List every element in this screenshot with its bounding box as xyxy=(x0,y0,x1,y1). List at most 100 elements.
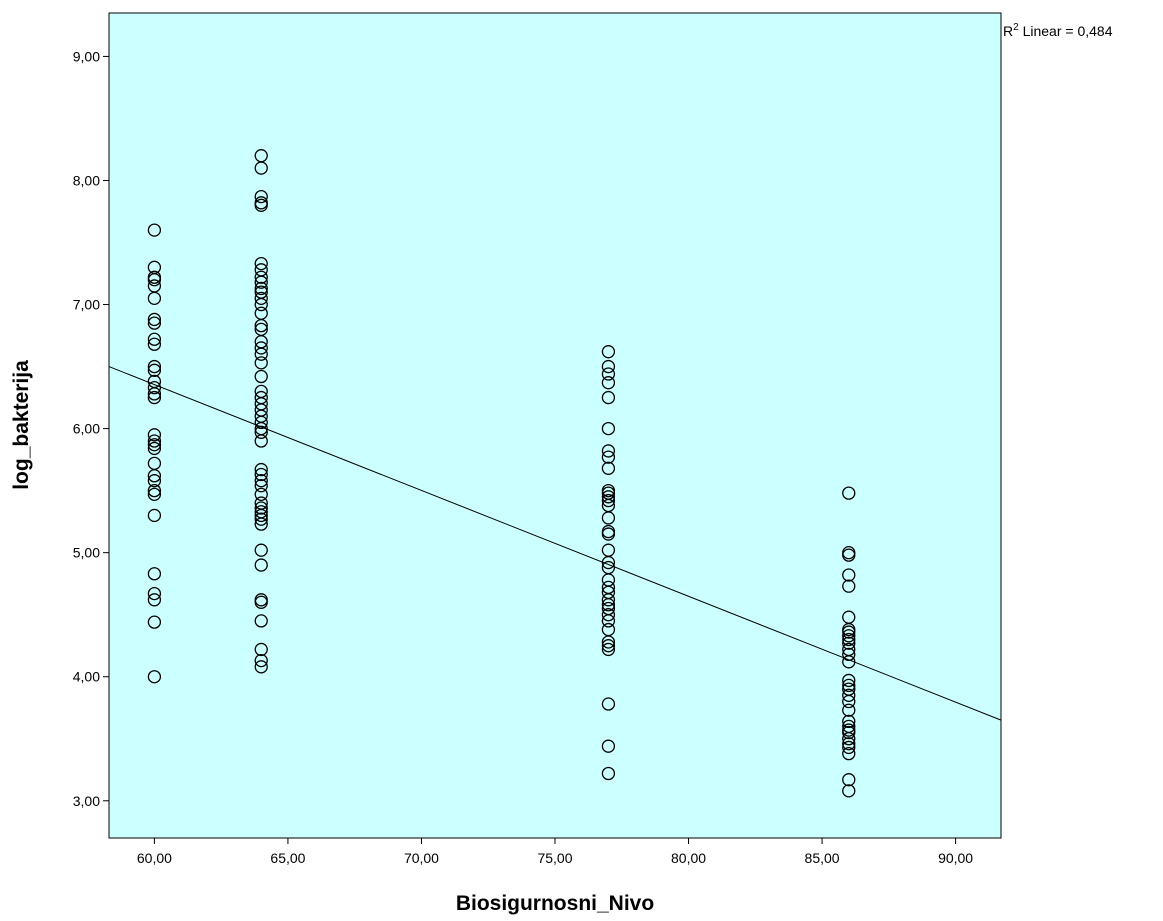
data-point xyxy=(601,635,616,649)
y-tick-label: 4,00 xyxy=(73,669,100,685)
data-point xyxy=(147,434,162,448)
data-point xyxy=(842,694,856,709)
data-point xyxy=(147,387,162,401)
data-point xyxy=(147,586,162,601)
data-point xyxy=(601,461,616,475)
data-point xyxy=(147,363,162,377)
data-point xyxy=(601,490,616,504)
data-point xyxy=(254,642,268,657)
x-tick-label: 60,00 xyxy=(137,850,172,866)
x-tick-label: 65,00 xyxy=(270,850,305,866)
data-point xyxy=(842,688,856,702)
data-point xyxy=(147,273,162,287)
data-point xyxy=(254,543,268,557)
data-point xyxy=(601,493,616,508)
data-point xyxy=(254,356,268,370)
data-point xyxy=(254,517,268,531)
data-point xyxy=(147,469,162,483)
data-point xyxy=(601,639,616,653)
data-point xyxy=(601,555,616,570)
data-point xyxy=(601,697,616,711)
data-point xyxy=(842,714,856,729)
data-point xyxy=(601,608,616,622)
data-point xyxy=(254,297,268,312)
data-point xyxy=(254,653,268,668)
data-point xyxy=(147,312,162,327)
data-point xyxy=(601,345,616,359)
data-point xyxy=(147,428,162,442)
plot-area xyxy=(108,12,1002,839)
data-point xyxy=(147,670,162,684)
data-point xyxy=(254,275,268,289)
data-point xyxy=(842,673,856,688)
data-point xyxy=(842,548,856,562)
data-point xyxy=(254,462,268,477)
y-tick-label: 6,00 xyxy=(73,421,100,437)
data-point xyxy=(601,527,616,541)
data-point xyxy=(147,483,162,498)
data-point xyxy=(842,784,856,798)
data-point xyxy=(254,487,268,502)
data-point xyxy=(254,614,268,628)
r2-label-sup: 2 xyxy=(1013,22,1019,33)
data-point xyxy=(147,390,162,405)
data-point xyxy=(254,467,268,482)
data-point xyxy=(842,636,856,650)
data-point xyxy=(601,421,616,436)
data-point xyxy=(254,501,268,515)
data-point xyxy=(601,511,616,525)
data-point xyxy=(254,369,268,384)
x-tick-label: 80,00 xyxy=(671,850,706,866)
data-point xyxy=(842,486,856,500)
data-point xyxy=(601,390,616,405)
data-point xyxy=(147,291,162,305)
data-point xyxy=(842,629,856,643)
data-point xyxy=(147,381,162,395)
data-point xyxy=(147,441,162,456)
data-point xyxy=(601,376,616,390)
data-points xyxy=(147,149,856,798)
data-point xyxy=(147,359,162,374)
x-axis-title: Biosigurnosni_Nivo xyxy=(456,892,654,915)
data-point xyxy=(254,508,268,523)
data-point xyxy=(842,725,856,740)
data-point xyxy=(147,316,162,330)
data-point xyxy=(254,660,268,674)
data-point xyxy=(842,773,856,787)
data-point xyxy=(147,474,162,488)
data-point xyxy=(254,198,268,212)
data-point xyxy=(842,647,856,662)
data-point xyxy=(842,655,856,669)
fit-line-group xyxy=(108,366,1002,721)
data-point xyxy=(842,568,856,582)
data-point xyxy=(254,270,268,284)
data-point xyxy=(842,579,856,593)
data-point xyxy=(147,223,162,237)
y-axis-title: log_bakterija xyxy=(10,360,33,490)
data-point xyxy=(842,746,856,761)
data-point xyxy=(147,508,162,523)
data-point xyxy=(842,737,856,751)
r2-label-prefix: R xyxy=(1003,23,1013,39)
data-point xyxy=(601,593,616,607)
data-point xyxy=(842,740,856,755)
data-point xyxy=(254,512,268,526)
x-tick-label: 90,00 xyxy=(938,850,973,866)
data-point xyxy=(147,337,162,351)
y-tick-label: 9,00 xyxy=(73,48,100,64)
data-point xyxy=(601,450,616,464)
data-point xyxy=(147,487,162,502)
data-point xyxy=(147,593,162,607)
x-tick-label: 70,00 xyxy=(404,850,439,866)
y-tick-label: 7,00 xyxy=(73,297,100,313)
data-point xyxy=(254,256,268,271)
data-point xyxy=(254,161,268,175)
data-point xyxy=(601,367,616,381)
data-point xyxy=(601,444,616,458)
y-tick-label: 3,00 xyxy=(73,793,100,809)
r2-label: R2 Linear = 0,484 xyxy=(1003,22,1113,39)
data-point xyxy=(254,434,268,448)
data-point xyxy=(842,625,856,639)
regression-line xyxy=(108,366,1002,721)
data-point xyxy=(254,291,268,305)
